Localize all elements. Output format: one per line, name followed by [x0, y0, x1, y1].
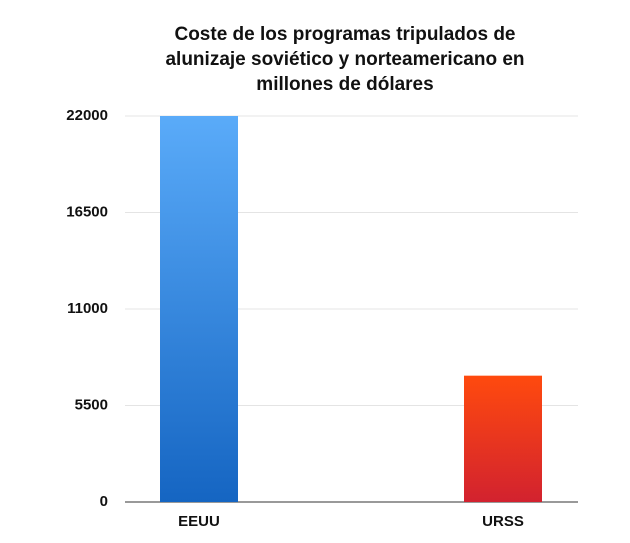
y-tick-label: 11000: [67, 300, 108, 317]
x-tick-label: URSS: [482, 513, 524, 530]
y-tick-label: 0: [100, 493, 108, 510]
chart-title: Coste de los programas tripulados de alu…: [165, 24, 525, 95]
y-tick-label: 16500: [66, 203, 108, 220]
y-tick-label: 22000: [66, 107, 108, 124]
bar: [464, 375, 542, 502]
bar: [160, 116, 238, 502]
y-tick-label: 5500: [75, 396, 108, 413]
x-tick-label: EEUU: [178, 513, 220, 530]
